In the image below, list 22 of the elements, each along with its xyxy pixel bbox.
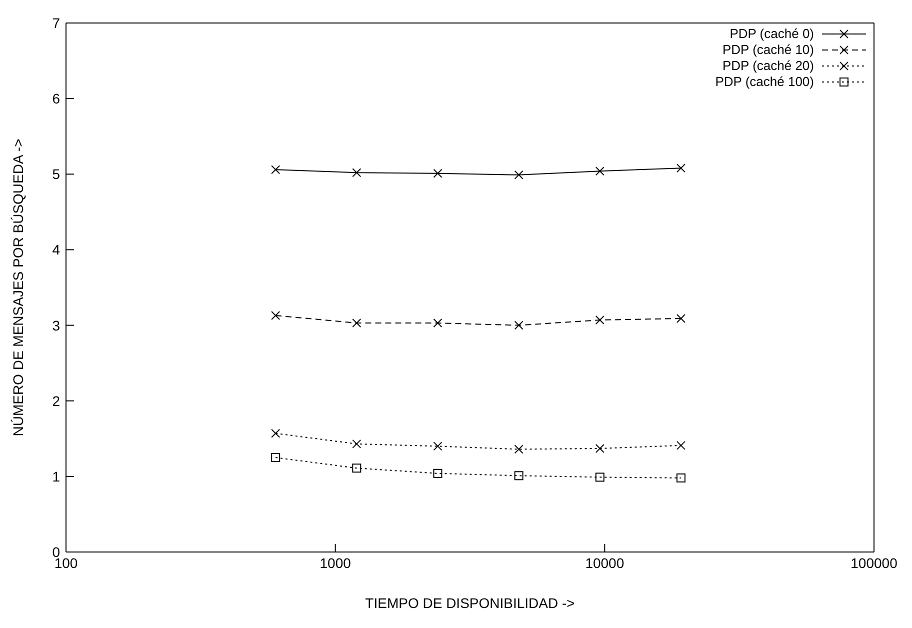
point: [271, 453, 280, 462]
point: [352, 464, 362, 473]
y-tick-label: 4: [52, 242, 60, 258]
y-tick-label: 5: [52, 166, 60, 182]
x-axis-title: TIEMPO DE DISPONIBILIDAD ->: [365, 595, 575, 611]
legend-label: PDP (caché 20): [722, 58, 814, 74]
y-axis-title: NÚMERO DE MENSAJES POR BÚSQUEDA ->: [10, 138, 26, 436]
x-tick-label: 100000: [850, 554, 898, 571]
y-tick-label: 7: [52, 14, 60, 31]
y-tick-label: 1: [52, 468, 60, 484]
y-tick-label: 3: [52, 317, 60, 334]
point: [433, 468, 442, 478]
x-tick-label: 1000: [320, 554, 352, 571]
y-tick-label: 2: [52, 392, 60, 409]
legend-label: PDP (caché 10): [722, 42, 814, 58]
y-tick-label: 6: [52, 90, 60, 107]
legend-label: PDP (caché 0): [730, 26, 814, 42]
x-tick-label: 10000: [585, 554, 624, 571]
legend-label: PDP (caché 100): [715, 74, 814, 90]
point: [595, 472, 604, 482]
point: [514, 471, 524, 480]
point: [676, 473, 686, 482]
